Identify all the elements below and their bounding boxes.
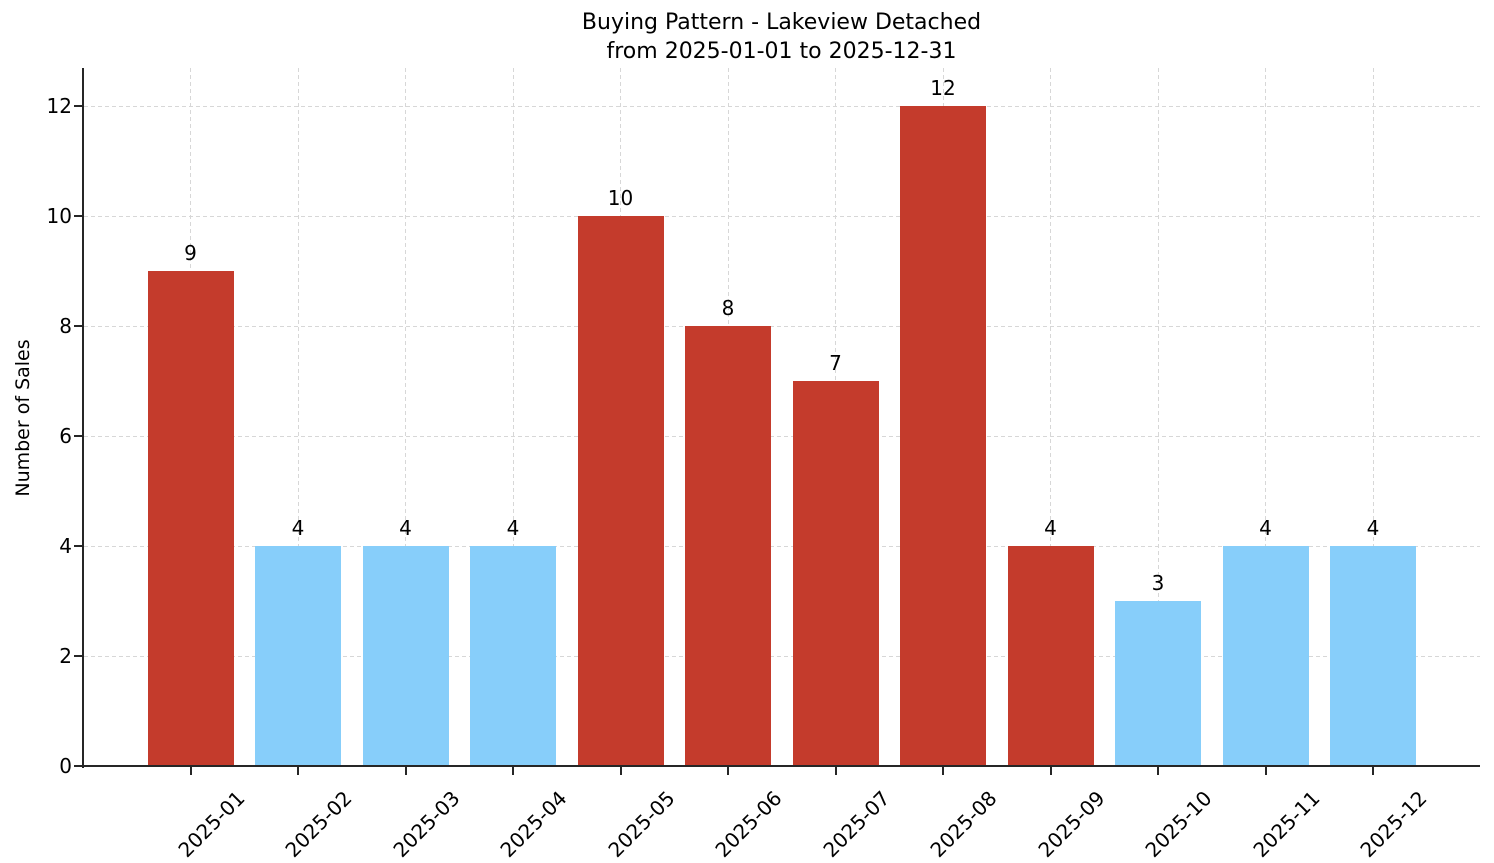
bar-value-label: 10: [607, 186, 634, 210]
x-tick-label: 2025-05: [603, 786, 680, 863]
gridline-horizontal: [84, 326, 1480, 327]
gridline-vertical: [405, 68, 406, 765]
x-tick-mark: [619, 767, 622, 775]
y-axis-line: [82, 68, 84, 768]
x-tick-mark: [1157, 767, 1159, 775]
bar: [1115, 601, 1201, 766]
x-tick-mark: [404, 767, 407, 775]
gridline-vertical: [1050, 68, 1051, 765]
y-tick-mark: [74, 655, 82, 657]
chart-title-line2: from 2025-01-01 to 2025-12-31: [606, 39, 957, 64]
bar-value-label: 4: [399, 516, 412, 540]
x-tick-mark: [189, 767, 192, 775]
y-tick-label: 4: [59, 534, 72, 558]
gridline-horizontal: [84, 106, 1480, 107]
bar-value-label: 4: [1044, 516, 1057, 540]
x-tick-mark: [512, 767, 514, 775]
bar-value-label: 3: [1151, 571, 1165, 595]
x-tick-label: 2025-07: [818, 786, 895, 863]
x-tick-label: 2025-03: [388, 786, 465, 863]
chart-title: Buying Pattern - Lakeview Detached from …: [83, 8, 1480, 66]
chart-title-line1: Buying Pattern - Lakeview Detached: [581, 10, 982, 35]
gridline-horizontal: [84, 656, 1480, 657]
y-tick-label: 12: [46, 94, 72, 118]
bar-value-label: 7: [829, 351, 842, 375]
y-tick-label: 6: [59, 424, 72, 448]
bar: [685, 326, 771, 766]
bar: [1222, 546, 1309, 766]
x-tick-mark: [1049, 767, 1052, 775]
x-tick-mark: [942, 767, 944, 775]
bar: [1330, 546, 1416, 766]
y-tick-mark: [74, 545, 82, 547]
x-tick-label: 2025-02: [280, 786, 357, 863]
bar: [362, 546, 449, 766]
bar-value-label: 9: [184, 241, 197, 265]
x-axis-line: [82, 765, 1480, 767]
bar: [255, 546, 341, 766]
gridline-vertical: [1157, 68, 1159, 765]
x-tick-label: 2025-10: [1140, 786, 1217, 863]
gridline-vertical: [1372, 68, 1374, 765]
gridline-horizontal: [84, 216, 1480, 217]
x-tick-mark: [1264, 767, 1267, 775]
bar: [1007, 546, 1094, 766]
bar: [577, 216, 664, 766]
x-tick-mark: [1372, 767, 1374, 775]
gridline-vertical: [512, 68, 514, 765]
y-tick-label: 8: [59, 314, 72, 338]
gridline-horizontal: [84, 436, 1480, 437]
bar-value-label: 8: [721, 296, 735, 320]
y-tick-mark: [74, 215, 82, 217]
bar: [470, 546, 556, 766]
x-tick-mark: [297, 767, 299, 775]
y-tick-label: 2: [59, 644, 72, 668]
x-tick-label: 2025-06: [710, 786, 787, 863]
y-tick-mark: [74, 105, 82, 107]
bar-value-label: 4: [1259, 516, 1272, 540]
bar-value-label: 12: [930, 76, 956, 100]
x-tick-label: 2025-12: [1355, 786, 1432, 863]
bar: [792, 381, 879, 766]
bar: [147, 271, 234, 766]
x-tick-mark: [727, 767, 729, 775]
gridline-vertical: [297, 68, 299, 765]
bar: [900, 106, 986, 766]
y-tick-mark: [74, 765, 82, 767]
x-tick-label: 2025-11: [1248, 786, 1325, 863]
x-tick-label: 2025-01: [173, 786, 250, 863]
x-tick-label: 2025-08: [925, 786, 1002, 863]
bar-value-label: 4: [506, 516, 520, 540]
y-tick-mark: [74, 435, 82, 437]
bar-value-label: 4: [291, 516, 305, 540]
x-tick-mark: [834, 767, 837, 775]
gridline-vertical: [1265, 68, 1266, 765]
bar-value-label: 4: [1366, 516, 1380, 540]
gridline-horizontal: [84, 546, 1480, 547]
y-tick-mark: [74, 325, 82, 327]
x-tick-label: 2025-09: [1033, 786, 1110, 863]
y-tick-label: 0: [59, 754, 72, 778]
y-tick-label: 10: [46, 204, 72, 228]
x-tick-label: 2025-04: [495, 786, 572, 863]
